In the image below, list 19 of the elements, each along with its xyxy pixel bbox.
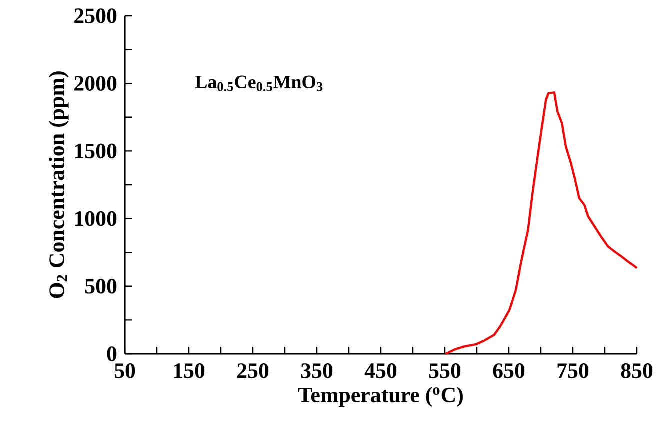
- x-tick-label: 450: [364, 364, 397, 378]
- x-axis-title: Temperature ($^{o}$C): [298, 387, 463, 408]
- x-tick-label: 50: [114, 364, 136, 378]
- y-tick-label: 0: [107, 346, 117, 362]
- y-tick-label: 1000: [75, 211, 117, 226]
- x-tick-label: 850: [621, 364, 653, 378]
- y-tick-label: 2000: [74, 76, 117, 91]
- x-tick-label: 150: [174, 364, 205, 378]
- x-tick-label: 250: [237, 364, 269, 378]
- line-series: [444, 92, 638, 356]
- y-tick-label: 500: [85, 279, 117, 294]
- y-tick-label: 1500: [75, 144, 117, 159]
- x-tick-label: 650: [493, 364, 525, 378]
- x-tick-label: 350: [301, 364, 333, 378]
- y-tick-label: 2500: [74, 8, 117, 24]
- annotation: La$_{0.5}$Ce$_{0.5}$MnO$_{3}$: [195, 76, 323, 92]
- x-tick-label: 750: [558, 364, 589, 378]
- y-axis-title: O$_{2}$ Concentration (ppm): [48, 72, 69, 298]
- x-tick-label: 550: [429, 364, 461, 378]
